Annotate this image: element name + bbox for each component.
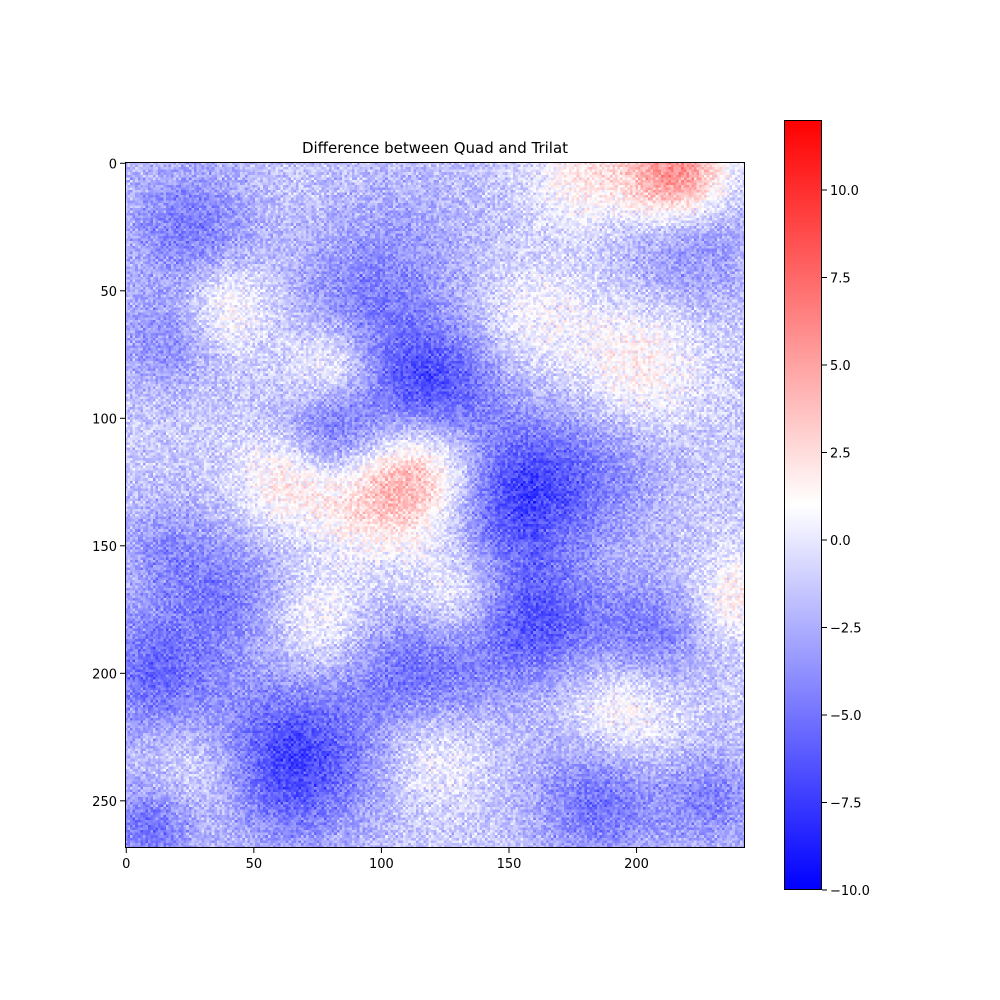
colorbar-tick-label: −10.0 (830, 884, 870, 899)
y-tick-label: 150 (92, 540, 117, 555)
colorbar-gradient (784, 120, 822, 890)
colorbar-tick-label: 10.0 (830, 184, 859, 199)
colorbar-tick-label: 7.5 (830, 272, 851, 287)
colorbar-tick-label: −2.5 (830, 622, 862, 637)
y-tick-label: 50 (100, 285, 117, 300)
colorbar: 10.0 7.5 5.0 2.5 0.0 −2.5 −5.0 −7.5 −10.0 (784, 120, 870, 899)
y-tick-label: 100 (92, 412, 117, 427)
x-tick-label: 0 (122, 857, 130, 872)
plot-frame (125, 162, 745, 848)
colorbar-tick-label: 0.0 (830, 534, 851, 549)
colorbar-frame (784, 120, 822, 890)
colorbar-ticks: 10.0 7.5 5.0 2.5 0.0 −2.5 −5.0 −7.5 −10.0 (822, 184, 870, 899)
x-tick-label: 100 (369, 857, 394, 872)
heatmap-image (125, 162, 745, 848)
x-tick-label: 50 (246, 857, 263, 872)
heatmap-image-container (125, 162, 745, 848)
y-tick-label: 200 (92, 667, 117, 682)
chart-title: Difference between Quad and Trilat (302, 139, 568, 157)
colorbar-tick-label: −5.0 (830, 709, 862, 724)
x-tick-label: 200 (624, 857, 649, 872)
y-tick-label: 250 (92, 795, 117, 810)
x-tick-label: 150 (497, 857, 522, 872)
colorbar-tick-label: 5.0 (830, 359, 851, 374)
y-tick-label: 0 (109, 157, 117, 172)
y-axis: 0 50 100 150 200 250 (92, 157, 125, 810)
colorbar-tick-label: −7.5 (830, 797, 862, 812)
x-axis: 0 50 100 150 200 (122, 848, 649, 872)
colorbar-tick-label: 2.5 (830, 447, 851, 462)
heatmap-plot: 0 50 100 150 200 0 50 100 150 200 250 (92, 157, 745, 872)
